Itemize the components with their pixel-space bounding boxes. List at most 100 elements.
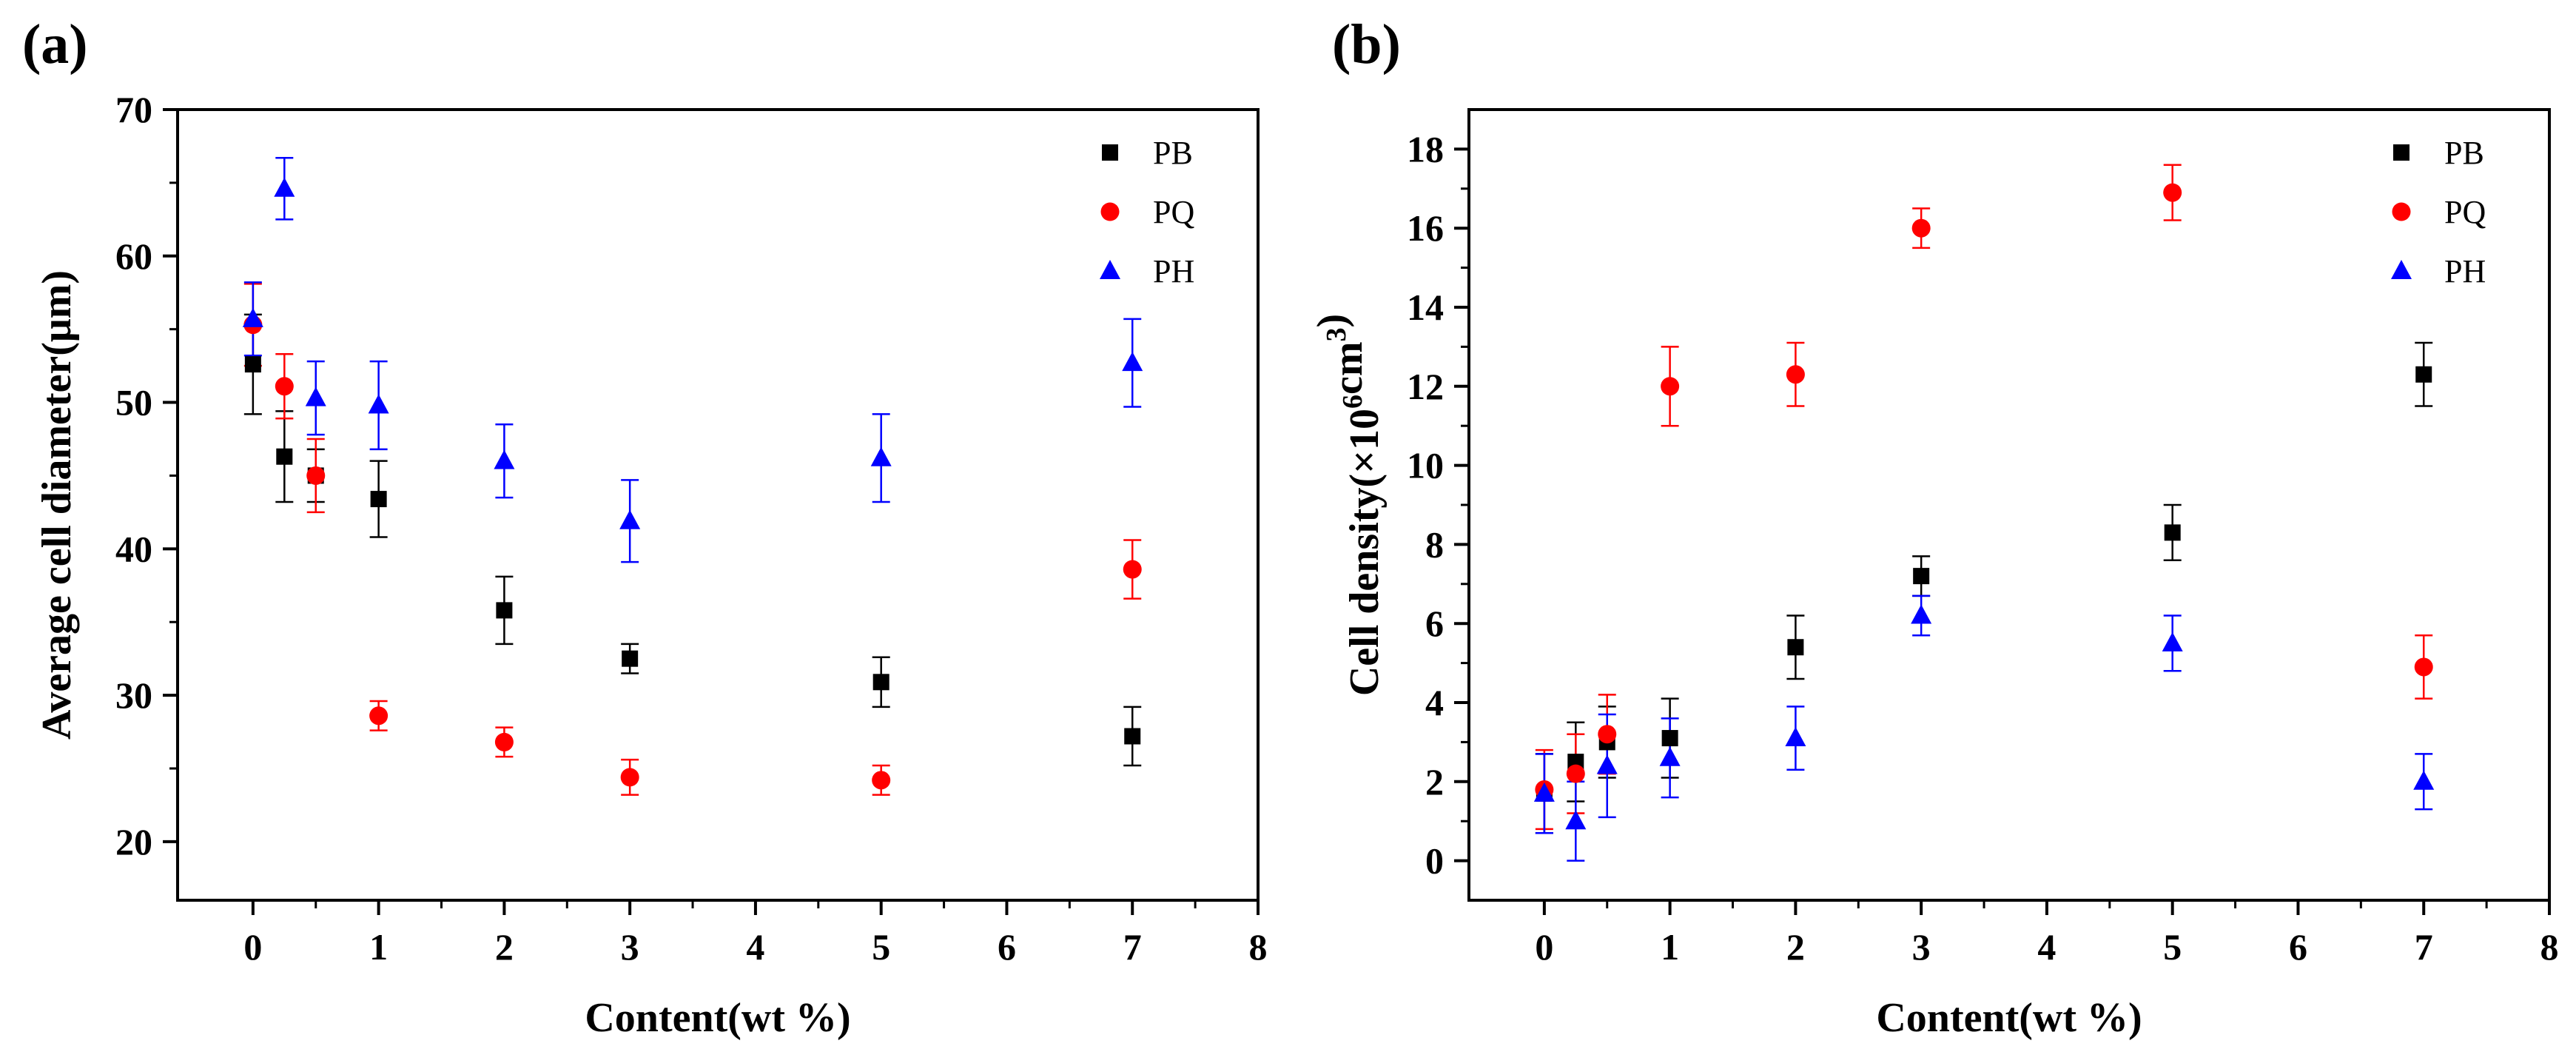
x-axis-title-b: Content(wt %) (1876, 995, 2142, 1041)
point-ph (368, 394, 389, 414)
point-pq (369, 706, 389, 726)
x-tick-label: 1 (1661, 926, 1679, 968)
legend-label-pq: PQ (2444, 194, 2486, 230)
y-axis-title-b-sup: 6 (1337, 395, 1368, 409)
point-pq (620, 768, 639, 787)
point-pb (1124, 728, 1141, 745)
point-pq (1786, 365, 1805, 384)
legend-label-ph: PH (2444, 253, 2486, 289)
point-pq (1123, 560, 1142, 579)
x-tick-label: 7 (2415, 926, 2433, 968)
legend-marker-pb (1102, 144, 1118, 161)
y-tick-label: 50 (115, 382, 152, 423)
x-axis-title-a: Content(wt %) (585, 995, 850, 1041)
point-pb (244, 356, 261, 373)
point-ph (1122, 352, 1143, 372)
y-tick-label: 10 (1407, 445, 1444, 486)
y-axis-title-b-part: cm (1325, 342, 1371, 395)
point-pb (622, 650, 639, 667)
y-tick-label: 4 (1425, 682, 1444, 723)
y-tick-label: 18 (1407, 128, 1444, 170)
x-tick-label: 0 (243, 926, 262, 968)
point-pb (1913, 568, 1930, 585)
point-ph (1911, 604, 1932, 624)
legend-label-pq: PQ (1153, 194, 1194, 230)
x-tick-label: 8 (2540, 926, 2559, 968)
x-tick-label: 1 (369, 926, 388, 968)
point-ph (870, 446, 892, 466)
point-pb (496, 602, 513, 619)
point-pq (306, 466, 326, 485)
legend-marker-pq (1100, 202, 1120, 221)
marks-b (1533, 164, 2435, 862)
point-ph (2413, 770, 2435, 790)
y-axis-title-a: Average cell diameter(μm) (34, 270, 80, 740)
plot-frame-a (176, 108, 1260, 902)
x-tick-label: 5 (872, 926, 890, 968)
point-pb (1787, 639, 1804, 656)
point-ph (1533, 782, 1555, 802)
y-tick-label: 8 (1425, 523, 1444, 565)
y-tick-label: 14 (1407, 287, 1444, 328)
point-ph (274, 177, 295, 197)
x-tick-label: 8 (1249, 926, 1268, 968)
point-pq (2163, 183, 2182, 202)
x-tick-label: 4 (746, 926, 764, 968)
panel-label-a: (a) (22, 13, 88, 76)
legend-marker-ph (1100, 260, 1120, 279)
legend-label-pb: PB (2444, 135, 2484, 171)
point-pq (872, 771, 891, 790)
y-tick-label: 70 (115, 89, 152, 130)
y-axis-title-b: Cell density(×106cm3) (1309, 314, 1388, 696)
y-axis-title-b-part: ) (1309, 314, 1355, 328)
point-ph (619, 509, 641, 529)
point-pb (872, 674, 890, 691)
y-axis-title-b-sup: 3 (1321, 328, 1352, 342)
point-ph (1565, 810, 1587, 830)
point-pq (494, 732, 514, 751)
x-tick-label: 3 (1912, 926, 1931, 968)
y-tick-label: 60 (115, 235, 152, 277)
y-tick-label: 40 (115, 528, 152, 569)
y-tick-label: 16 (1407, 207, 1444, 249)
point-pq (1911, 218, 1931, 238)
point-pq (1566, 764, 1585, 783)
legend-a: PB PQ PH (1100, 135, 1194, 289)
point-ph (305, 386, 326, 406)
y-tick-label: 2 (1425, 761, 1444, 803)
panel-a: (a) Average cell diameter(μm) Content(wt… (22, 13, 1268, 1041)
point-ph (1785, 727, 1806, 747)
x-tick-label: 3 (621, 926, 639, 968)
legend-label-pb: PB (1153, 135, 1193, 171)
point-ph (494, 449, 515, 469)
x-tick-label: 2 (1786, 926, 1805, 968)
point-pq (275, 377, 294, 396)
point-pq (2414, 657, 2433, 677)
legend-b: PB PQ PH (2391, 135, 2486, 289)
panel-label-b: (b) (1332, 13, 1401, 76)
y-tick-label: 6 (1425, 603, 1444, 644)
point-pb (276, 448, 293, 465)
point-pb (2164, 524, 2181, 541)
x-tick-label: 4 (2037, 926, 2056, 968)
ticks-a: 0 1 2 3 4 5 6 7 8 20 30 40 50 60 70 (115, 89, 1268, 968)
x-tick-label: 7 (1123, 926, 1142, 968)
point-ph (242, 307, 263, 327)
x-tick-label: 6 (2289, 926, 2307, 968)
x-tick-label: 6 (998, 926, 1016, 968)
point-ph (1596, 754, 1618, 774)
y-tick-label: 30 (115, 674, 152, 716)
point-pb (370, 491, 387, 508)
y-axis-title-b-part: Cell density(×10 (1342, 409, 1388, 696)
legend-marker-pq (2392, 202, 2411, 221)
marks-a (242, 157, 1143, 796)
x-tick-label: 0 (1535, 926, 1553, 968)
point-pq (1598, 725, 1617, 744)
y-tick-label: 0 (1425, 840, 1444, 882)
legend-marker-pb (2393, 144, 2409, 161)
x-tick-label: 2 (495, 926, 514, 968)
x-tick-label: 5 (2163, 926, 2182, 968)
legend-label-ph: PH (1153, 253, 1194, 289)
